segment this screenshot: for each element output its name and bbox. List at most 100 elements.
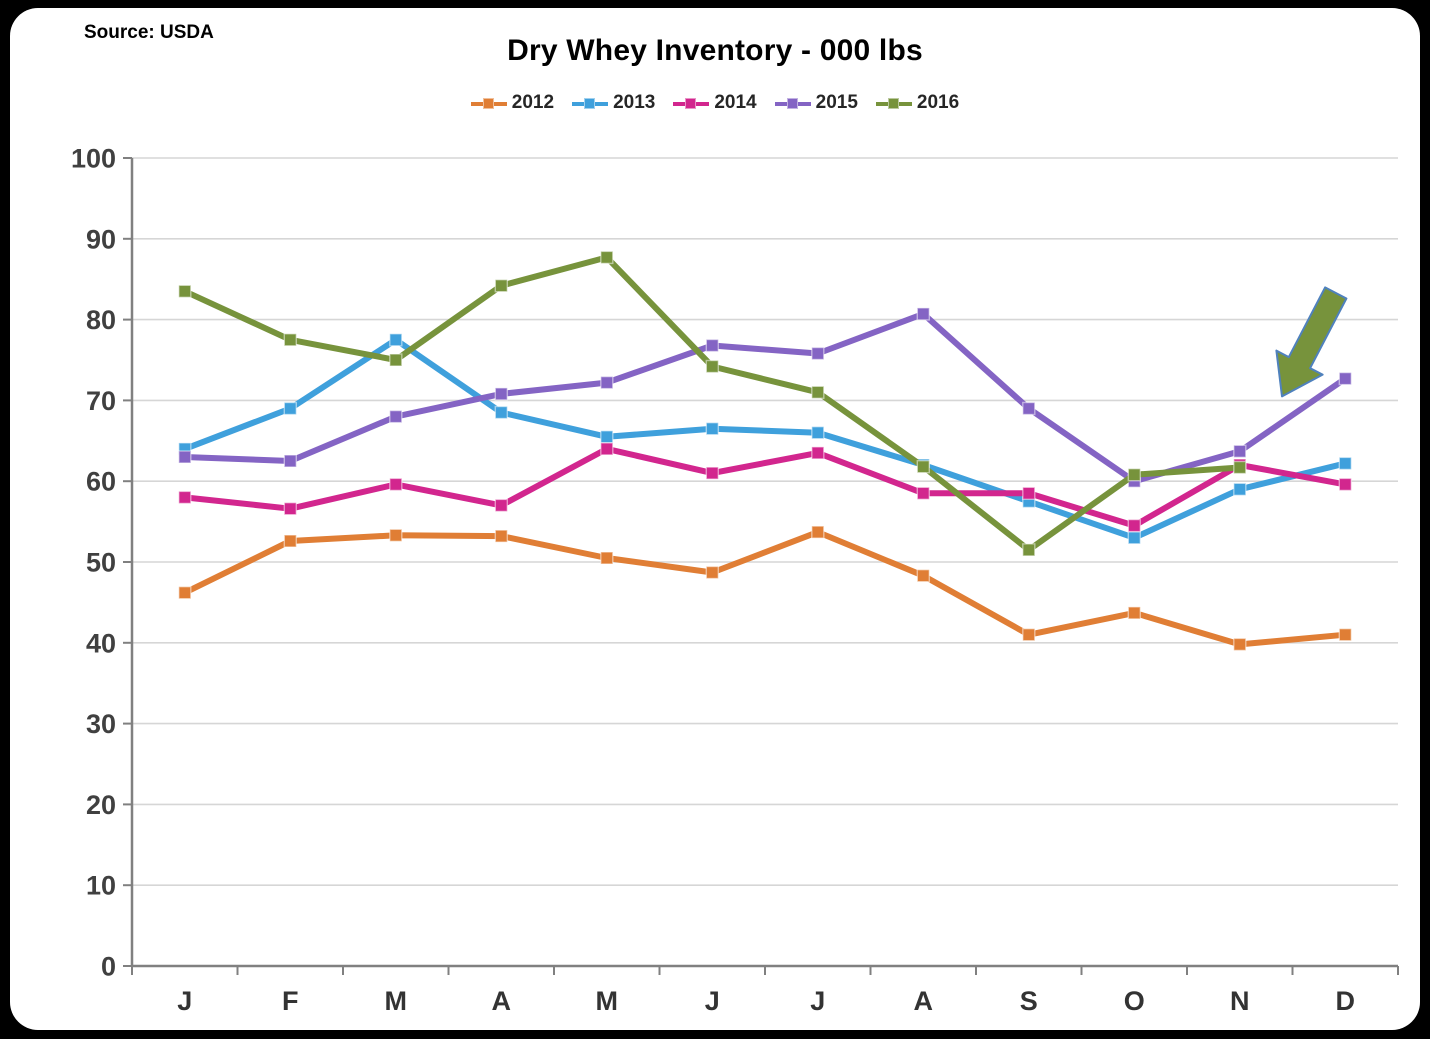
series-marker-2013 <box>1233 482 1247 496</box>
series-marker-2014 <box>494 498 508 513</box>
series-marker-2016 <box>494 278 508 293</box>
legend-swatch-icon <box>774 97 811 110</box>
series-marker-2013 <box>283 401 297 416</box>
series-marker-2014 <box>1022 486 1036 500</box>
series-marker-2015 <box>389 409 403 424</box>
y-tick-label: 80 <box>86 305 116 335</box>
series-marker-2013 <box>600 430 614 444</box>
series-marker-2015 <box>1338 371 1353 386</box>
series-marker-2016 <box>178 284 192 299</box>
series-marker-2014 <box>705 466 719 480</box>
y-tick-label: 40 <box>86 628 116 658</box>
y-tick-label: 90 <box>86 224 116 254</box>
series-marker-2014 <box>1338 477 1353 492</box>
x-tick-label: M <box>596 986 619 1016</box>
series-marker-2016 <box>1022 543 1036 557</box>
x-tick-label: D <box>1336 986 1356 1016</box>
x-tick-label: A <box>492 986 512 1016</box>
series-marker-2013 <box>1338 456 1353 471</box>
x-tick-label: S <box>1020 986 1038 1016</box>
legend-item-2012: 2012 <box>470 92 555 114</box>
series-line-2014 <box>181 445 1349 529</box>
series-marker-2012 <box>705 565 719 580</box>
series-marker-2012 <box>1338 628 1353 642</box>
series-marker-2015 <box>494 387 508 401</box>
x-tick-label: J <box>705 986 720 1016</box>
x-tick-label: O <box>1124 986 1145 1016</box>
legend: 2012 2013 2014 2015 2016 <box>10 92 1420 114</box>
x-tick-label: N <box>1230 986 1250 1016</box>
series-line-2016 <box>181 254 1243 553</box>
series-marker-2012 <box>389 528 403 542</box>
series-marker-2013 <box>705 422 719 436</box>
legend-label: 2014 <box>714 92 757 113</box>
series-marker-2012 <box>1233 637 1247 652</box>
series-marker-2016 <box>283 333 297 347</box>
series-marker-2016 <box>1127 468 1142 482</box>
series-marker-2015 <box>1233 444 1247 458</box>
legend-swatch-icon <box>673 97 710 110</box>
series-marker-2012 <box>494 529 508 543</box>
series-marker-2012 <box>1127 606 1142 620</box>
legend-swatch-icon <box>572 97 609 110</box>
series-marker-2012 <box>283 534 297 548</box>
series-marker-2015 <box>178 450 192 464</box>
series-marker-2015 <box>811 346 825 361</box>
y-tick-label: 10 <box>86 871 116 901</box>
legend-label: 2012 <box>511 92 555 113</box>
series-marker-2015 <box>705 338 719 353</box>
series-marker-2015 <box>916 307 930 321</box>
series-marker-2016 <box>916 460 930 474</box>
x-tick-label: J <box>177 986 192 1016</box>
y-tick-label: 50 <box>86 548 116 578</box>
y-tick-label: 0 <box>101 952 116 982</box>
series-marker-2016 <box>811 385 825 399</box>
legend-item-2014: 2014 <box>673 92 757 114</box>
series-marker-2015 <box>283 454 297 468</box>
legend-label: 2015 <box>815 92 858 113</box>
series-marker-2014 <box>1127 518 1142 533</box>
series-marker-2012 <box>916 569 930 583</box>
series-marker-2014 <box>600 442 614 456</box>
series-line-2013 <box>181 336 1349 541</box>
legend-item-2013: 2013 <box>572 92 655 114</box>
series-marker-2012 <box>178 586 192 600</box>
y-tick-label: 100 <box>71 144 116 174</box>
series-marker-2014 <box>916 486 930 500</box>
series-marker-2014 <box>283 502 297 516</box>
legend-label: 2016 <box>916 92 960 113</box>
trend-arrow <box>1275 286 1348 398</box>
legend-label: 2013 <box>613 92 656 113</box>
legend-swatch-icon <box>470 97 507 110</box>
x-tick-label: M <box>385 986 408 1016</box>
legend-item-2015: 2015 <box>774 92 858 114</box>
series-marker-2012 <box>600 551 614 565</box>
series-line-2012 <box>181 529 1349 648</box>
legend-swatch-icon <box>875 97 912 110</box>
series-marker-2014 <box>811 446 825 460</box>
series-marker-2015 <box>600 375 614 390</box>
source-label: Source: USDA <box>84 22 214 43</box>
y-tick-label: 20 <box>86 790 116 820</box>
series-marker-2016 <box>600 250 614 265</box>
legend-item-2016: 2016 <box>875 92 960 114</box>
series-marker-2013 <box>1127 531 1142 545</box>
x-tick-label: F <box>282 986 299 1016</box>
chart-title: Dry Whey Inventory - 000 lbs <box>507 34 923 67</box>
series-marker-2013 <box>811 426 825 440</box>
series-marker-2012 <box>811 525 825 539</box>
x-tick-label: A <box>914 986 934 1016</box>
series-marker-2012 <box>1022 628 1036 642</box>
series-marker-2016 <box>705 359 719 374</box>
chart-panel: Source: USDA Dry Whey Inventory - 000 lb… <box>10 8 1420 1030</box>
series-marker-2014 <box>389 477 403 492</box>
series-marker-2013 <box>389 333 403 347</box>
series-marker-2014 <box>178 490 192 505</box>
series-marker-2016 <box>1233 460 1247 475</box>
line-chart: 0 10 20 30 40 50 60 70 80 90 100 J F M A M J J A S O N D <box>71 144 1399 1016</box>
series-line-2015 <box>181 310 1349 485</box>
x-tick-label: J <box>810 986 825 1016</box>
series-marker-2016 <box>389 353 403 367</box>
y-tick-label: 70 <box>86 386 116 416</box>
y-tick-label: 30 <box>86 709 116 739</box>
